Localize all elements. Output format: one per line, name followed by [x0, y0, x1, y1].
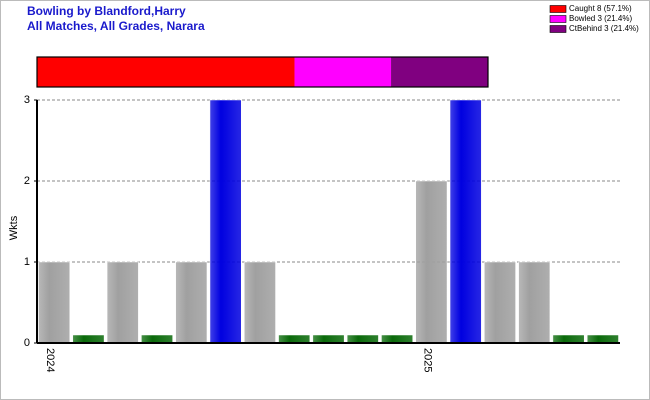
proportion-segment: [391, 57, 488, 87]
y-tick-label: 2: [24, 175, 30, 187]
legend-label: Bowled 3 (21.4%): [569, 14, 632, 23]
bar: [586, 334, 619, 344]
bar: [38, 261, 71, 344]
proportion-segment: [294, 57, 392, 87]
bar: [244, 261, 276, 344]
y-tick-label: 3: [24, 94, 30, 106]
chart-title: Bowling by Blandford,Harry: [27, 4, 186, 18]
bar: [552, 334, 585, 344]
proportion-segment: [37, 57, 295, 87]
bar: [346, 334, 379, 344]
x-tick-label: 2025: [421, 348, 433, 372]
bar: [175, 261, 208, 344]
chart-subtitle: All Matches, All Grades, Narara: [27, 19, 205, 33]
legend-swatch: [549, 15, 567, 23]
bar: [278, 334, 311, 344]
legend-label: Caught 8 (57.1%): [569, 4, 632, 13]
legend-swatch: [549, 5, 567, 13]
legend-label: CtBehind 3 (21.4%): [569, 24, 639, 33]
proportion-border: [36, 56, 489, 88]
y-tick-label: 0: [24, 337, 30, 349]
bar: [449, 99, 482, 344]
bar: [484, 261, 516, 344]
bar: [312, 334, 345, 344]
bar: [518, 261, 551, 344]
y-tick-label: 1: [24, 256, 30, 268]
bar: [209, 99, 242, 344]
y-axis-label: Wkts: [8, 215, 20, 240]
bar: [381, 334, 413, 344]
x-tick-label: 2024: [44, 348, 56, 372]
bar: [106, 261, 139, 344]
bar: [141, 334, 173, 344]
bar: [415, 180, 448, 344]
legend-swatch: [549, 25, 567, 33]
bar: [72, 334, 105, 344]
